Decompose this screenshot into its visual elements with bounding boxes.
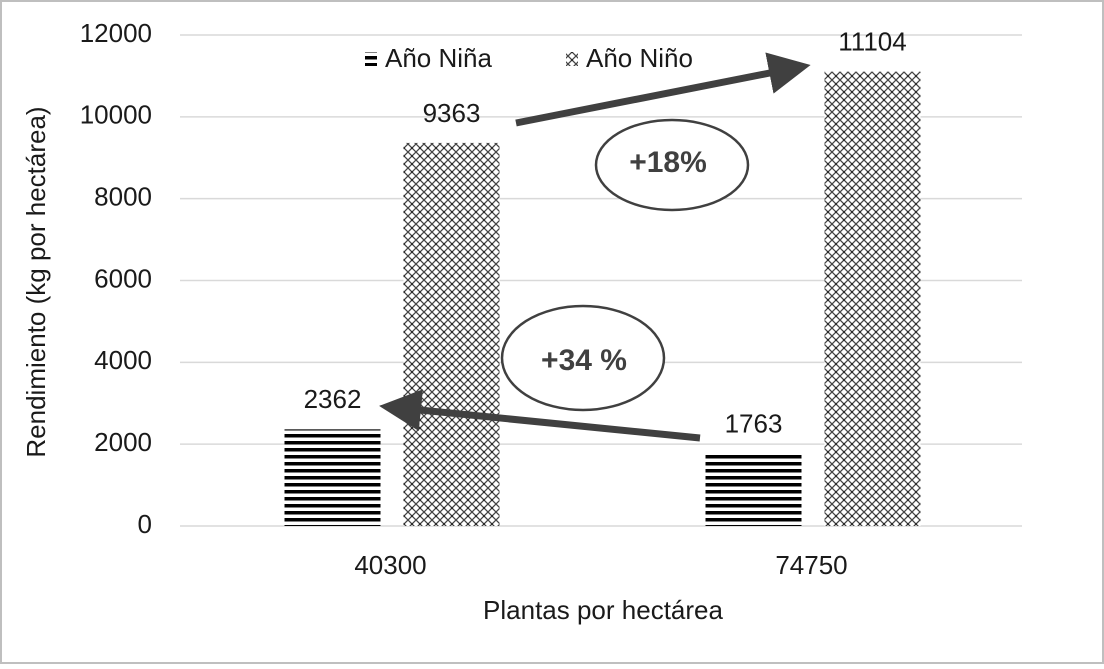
legend-swatch <box>566 52 578 66</box>
y-tick-label: 6000 <box>94 263 152 293</box>
legend-swatch <box>365 52 377 66</box>
bar <box>284 429 381 526</box>
bar <box>705 453 802 526</box>
data-label: 11104 <box>838 27 906 57</box>
annotation: +18% <box>629 146 707 179</box>
legend-label: Año Niña <box>385 43 492 73</box>
bar <box>824 71 921 527</box>
y-axis-title: Rendimiento (kg por hectárea) <box>21 106 51 457</box>
y-tick-label: 12000 <box>80 18 152 48</box>
arrow <box>379 389 701 442</box>
legend-label: Año Niño <box>586 43 693 73</box>
data-label: 9363 <box>423 98 481 128</box>
x-tick-label: 40300 <box>354 550 426 580</box>
y-tick-label: 10000 <box>80 100 152 130</box>
annotation-ellipse <box>594 118 750 212</box>
y-tick-label: 0 <box>138 509 152 539</box>
data-label: 1763 <box>725 409 783 439</box>
annotation: +34 % <box>541 344 627 377</box>
arrow <box>515 52 811 127</box>
y-tick-label: 4000 <box>94 345 152 375</box>
x-axis-title: Plantas por hectárea <box>483 595 723 625</box>
annotation-ellipse <box>500 304 666 412</box>
annotation-arrows: +18% +34 % <box>379 52 811 442</box>
y-tick-label: 8000 <box>94 182 152 212</box>
data-label: 2362 <box>304 384 362 414</box>
x-tick-label: 74750 <box>775 550 847 580</box>
bars: 40300 2362 9363 74750 1763 11104 <box>284 27 921 580</box>
bar <box>403 142 500 526</box>
legend: Año Niña Año Niño <box>365 43 693 73</box>
y-tick-label: 2000 <box>94 427 152 457</box>
